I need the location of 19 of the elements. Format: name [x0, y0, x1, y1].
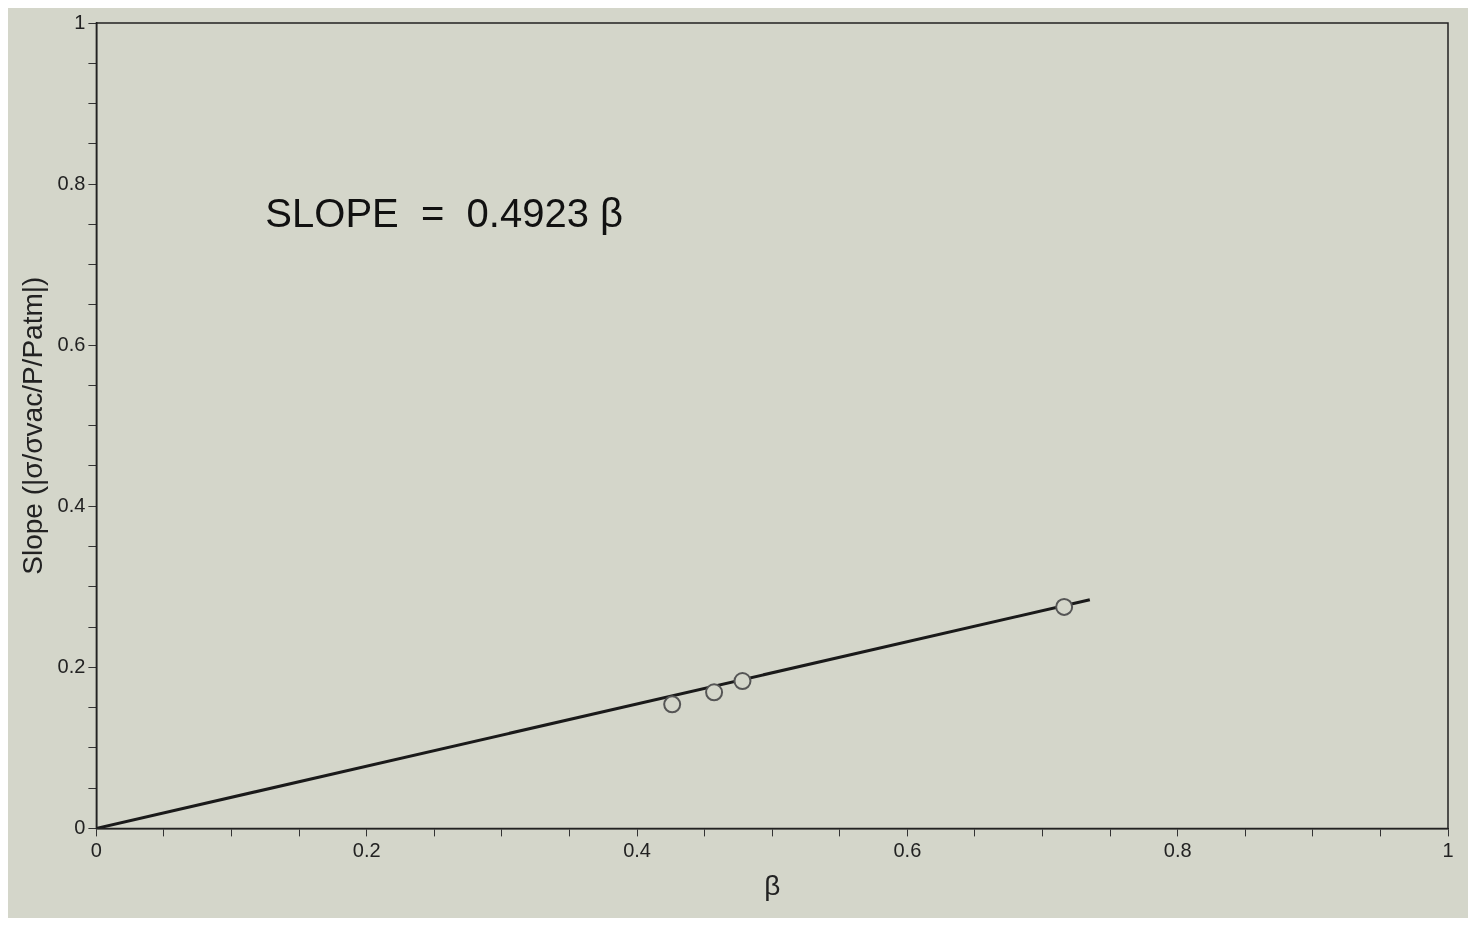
x-tick-label: 0.8 [1163, 838, 1192, 861]
x-axis-title: β [764, 869, 781, 901]
x-tick-label: 0.6 [893, 838, 922, 861]
y-tick-label: 0.2 [57, 654, 86, 677]
x-tick-label: 1 [1442, 838, 1454, 861]
annotation: SLOPE = 0.4923 β [265, 191, 624, 236]
point [663, 695, 682, 714]
y-tick-label: 0.4 [57, 493, 86, 516]
y-tick-label: 1 [74, 10, 86, 33]
point [1055, 597, 1074, 616]
y-tick-label: 0 [74, 815, 86, 838]
point [733, 672, 752, 691]
x-tick-label: 0 [90, 838, 102, 861]
y-tick-label: 0.6 [57, 332, 86, 355]
x-tick-label: 0.4 [623, 838, 651, 861]
point [705, 683, 724, 702]
y-axis-title: Slope (|σ/σvac/P/Patm|) [16, 276, 48, 575]
x-tick-label: 0.2 [352, 838, 381, 861]
y-tick-label: 0.8 [57, 171, 86, 194]
